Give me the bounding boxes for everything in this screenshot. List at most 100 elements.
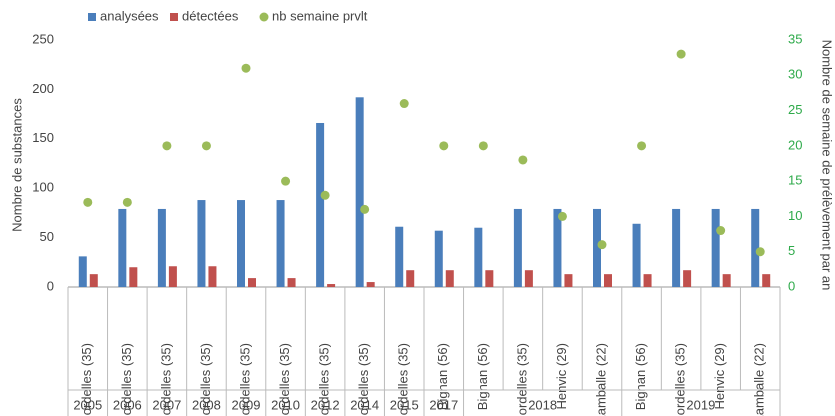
point (281, 176, 291, 186)
x-tick-label: Mordelles (35) (277, 343, 292, 416)
x-tick-label: Lamballe (22) (752, 343, 767, 416)
bar (78, 256, 87, 287)
bar (89, 274, 98, 287)
bar (237, 200, 245, 287)
group-label: 2008 (192, 397, 221, 412)
point (320, 190, 330, 200)
bar (683, 270, 692, 287)
bar (513, 208, 522, 287)
x-tick-label: Mordelles (35) (356, 343, 371, 416)
group-label: 2019 (686, 397, 715, 412)
bar (524, 270, 533, 287)
point (360, 204, 370, 214)
point (676, 49, 686, 59)
y-tick-label: 200 (32, 81, 54, 96)
legend-label: nb semaine prvlt (272, 8, 368, 23)
bar (474, 227, 483, 287)
point (439, 141, 449, 151)
legend-label: détectées (182, 8, 239, 23)
legend-marker (259, 12, 269, 22)
group-label: 2017 (429, 397, 458, 412)
bar (327, 284, 336, 287)
point (597, 240, 607, 250)
bar (762, 274, 771, 287)
x-tick-label: Mordelles (35) (514, 343, 529, 416)
point (399, 99, 409, 109)
bar (604, 274, 612, 287)
y2-tick-label: 0 (788, 278, 795, 293)
x-tick-label: Lamballe (22) (593, 343, 608, 416)
point (755, 247, 765, 257)
group-label: 2012 (311, 397, 340, 412)
bar (711, 208, 720, 287)
y2-tick-label: 10 (788, 208, 802, 223)
x-tick-label: Bignan (56) (435, 343, 450, 410)
y2-tick-label: 15 (788, 173, 802, 188)
group-label: 2014 (350, 397, 379, 412)
x-tick-label: Mordelles (35) (79, 343, 94, 416)
bar (672, 208, 681, 287)
bar (129, 267, 138, 287)
bar (632, 223, 641, 287)
point (557, 211, 567, 221)
y-axis-label: Nombre de substances (9, 98, 24, 232)
bar (434, 230, 443, 287)
bar (553, 208, 562, 287)
bar (276, 200, 285, 287)
x-tick-label: Mordelles (35) (119, 343, 134, 416)
group-label: 2006 (113, 397, 142, 412)
y-tick-label: 50 (40, 229, 54, 244)
group-label: 2015 (390, 397, 419, 412)
y2-tick-label: 5 (788, 243, 795, 258)
y-tick-label: 0 (47, 278, 54, 293)
bar (485, 270, 494, 287)
x-tick-label: Henvic (29) (712, 343, 727, 409)
x-tick-label: Mordelles (35) (396, 343, 411, 416)
point (637, 141, 647, 151)
point (162, 141, 172, 151)
y-tick-label: 250 (32, 31, 54, 46)
x-tick-label: Henvic (29) (554, 343, 569, 409)
bar (564, 274, 573, 287)
point (241, 63, 251, 73)
y2-tick-label: 20 (788, 137, 802, 152)
x-tick-label: Mordelles (35) (198, 343, 213, 416)
x-tick-label: Mordelles (35) (158, 343, 173, 416)
y2-axis-label: Nombre de semaine de prélèvement par an (820, 40, 835, 291)
bar (643, 274, 652, 287)
x-tick-label: Bignan (56) (633, 343, 648, 410)
bar (751, 208, 760, 287)
point (518, 155, 528, 165)
bar (248, 278, 256, 287)
x-tick-label: Mordelles (35) (317, 343, 332, 416)
point (83, 197, 93, 207)
legend-label: analysées (100, 8, 159, 23)
group-label: 2007 (152, 397, 181, 412)
bar (395, 226, 404, 287)
point (716, 226, 726, 236)
point (122, 197, 132, 207)
bar (355, 97, 364, 287)
y2-tick-label: 25 (788, 102, 802, 117)
bar (445, 270, 454, 287)
group-label: 2018 (528, 397, 557, 412)
bar (366, 282, 375, 287)
x-tick-label: Bignan (56) (475, 343, 490, 410)
bar (316, 122, 325, 287)
bar (168, 266, 177, 287)
bar (593, 208, 601, 287)
bar (118, 208, 127, 287)
group-label: 2009 (232, 397, 261, 412)
group-label: 2005 (73, 397, 102, 412)
point (201, 141, 211, 151)
bar (287, 278, 296, 287)
bar (157, 208, 166, 287)
x-tick-label: Mordelles (35) (237, 343, 252, 416)
y-tick-label: 150 (32, 130, 54, 145)
x-tick-label: Mordelles (35) (673, 343, 688, 416)
y2-tick-label: 35 (788, 31, 802, 46)
legend-marker (170, 13, 178, 21)
bar (197, 200, 206, 287)
bar (722, 274, 731, 287)
